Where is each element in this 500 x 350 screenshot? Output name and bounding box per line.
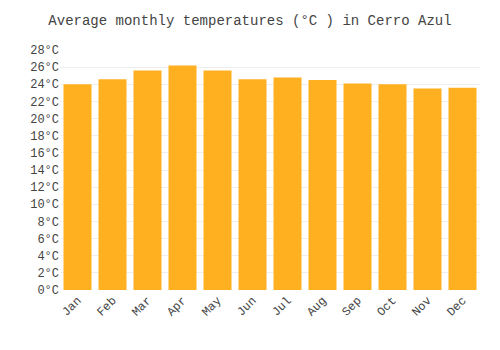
svg-text:Dec: Dec	[444, 294, 469, 319]
svg-text:May: May	[199, 294, 224, 319]
svg-text:10°C: 10°C	[30, 198, 59, 212]
svg-text:20°C: 20°C	[30, 113, 59, 127]
svg-text:Feb: Feb	[94, 294, 119, 319]
svg-text:Average monthly temperatures (: Average monthly temperatures (°C ) in Ce…	[48, 13, 451, 29]
svg-text:24°C: 24°C	[30, 78, 59, 92]
svg-text:14°C: 14°C	[30, 164, 59, 178]
svg-text:Nov: Nov	[409, 294, 434, 319]
svg-text:6°C: 6°C	[37, 233, 59, 247]
svg-text:26°C: 26°C	[30, 61, 59, 75]
svg-text:16°C: 16°C	[30, 147, 59, 161]
svg-text:Sep: Sep	[339, 294, 364, 319]
svg-text:4°C: 4°C	[37, 250, 59, 264]
svg-text:18°C: 18°C	[30, 130, 59, 144]
svg-text:Jun: Jun	[234, 294, 259, 319]
svg-text:12°C: 12°C	[30, 181, 59, 195]
svg-text:0°C: 0°C	[37, 284, 59, 298]
svg-text:Jul: Jul	[269, 294, 294, 319]
svg-text:28°C: 28°C	[30, 44, 59, 58]
svg-text:Aug: Aug	[304, 294, 329, 319]
svg-text:Mar: Mar	[129, 294, 154, 319]
svg-text:Apr: Apr	[164, 294, 189, 319]
svg-text:Jan: Jan	[59, 294, 84, 319]
svg-text:8°C: 8°C	[37, 216, 59, 230]
svg-text:2°C: 2°C	[37, 267, 59, 281]
svg-text:22°C: 22°C	[30, 96, 59, 110]
svg-text:Oct: Oct	[374, 294, 399, 319]
